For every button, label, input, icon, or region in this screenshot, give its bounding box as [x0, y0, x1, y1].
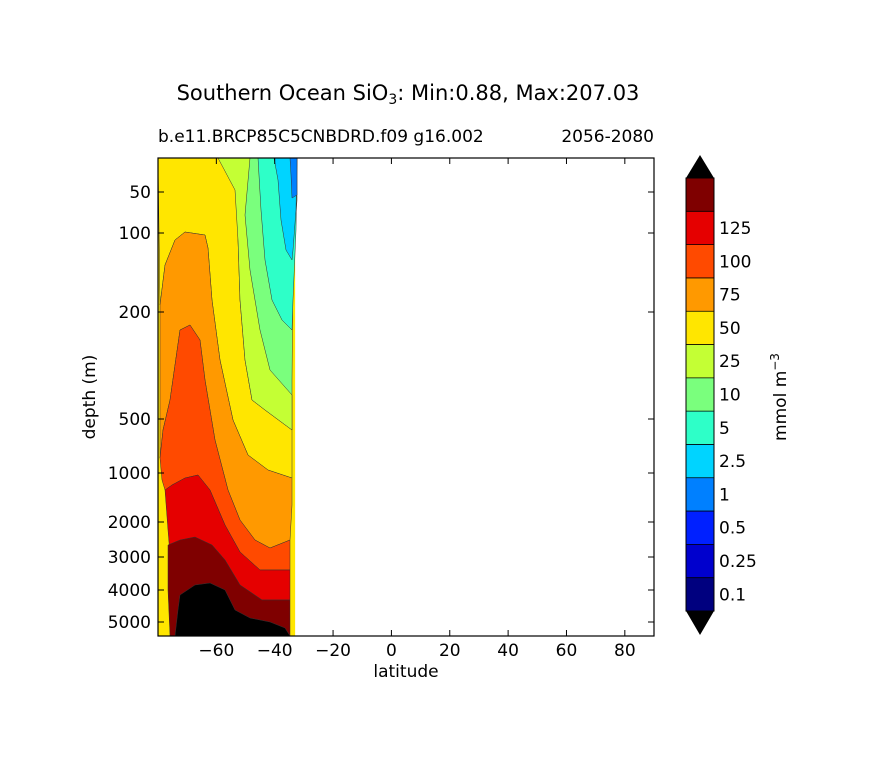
colorbar-frame	[685, 177, 715, 612]
y-tick-label: 3000	[108, 548, 151, 568]
y-tick-label: 4000	[108, 581, 151, 601]
x-tick-label: −40	[257, 641, 293, 661]
plot-frame	[157, 157, 655, 637]
plot-area: −60 −40 −20 0 20 40 60 80 50 100 200 500 1000 2000 30…	[80, 157, 655, 682]
contour-fill	[158, 158, 298, 636]
contour-band	[217, 158, 293, 431]
colorbar-swatch	[686, 311, 714, 345]
x-tick-label: 60	[556, 641, 578, 661]
colorbar-tick-label: 125	[719, 219, 751, 239]
x-tick-label: 80	[614, 641, 636, 661]
colorbar-swatch	[686, 544, 714, 578]
x-tick-label: 0	[386, 641, 397, 661]
chart-subtitle-left: b.e11.BRCP85C5CNBDRD.f09 g16.002	[158, 127, 484, 147]
colorbar-label: mmol m−3	[768, 353, 791, 441]
chart-title: Southern Ocean SiO3: Min:0.88, Max:207.0…	[177, 81, 640, 108]
x-tick-label: 40	[497, 641, 519, 661]
colorbar-tick-label: 10	[719, 386, 741, 406]
colorbar-extend-top	[686, 155, 714, 178]
y-tick-label: 1000	[108, 464, 151, 484]
chart-subtitle-right: 2056-2080	[561, 127, 654, 147]
x-axis-label: latitude	[373, 662, 438, 682]
colorbar-swatch	[686, 344, 714, 378]
colorbar-swatch	[686, 244, 714, 278]
x-tick-label: 20	[439, 641, 461, 661]
colorbar-tick-label: 0.1	[719, 585, 746, 605]
y-axis: 50 100 200 500 1000 2000 3000 4000 5000	[108, 183, 654, 633]
colorbar: 0.1 0.25 0.5 1 2.5 5 10 25 50 75 100 125	[685, 155, 757, 635]
x-tick-label: −60	[198, 641, 234, 661]
colorbar-tick-label: 1	[719, 485, 730, 505]
colorbar-swatch	[686, 444, 714, 478]
colorbar-tick-label: 0.5	[719, 519, 746, 539]
colorbar-swatch	[686, 577, 714, 611]
contour-band	[289, 158, 298, 199]
colorbar-tick-label: 0.25	[719, 552, 757, 572]
colorbar-swatch	[686, 411, 714, 445]
colorbar-tick-label: 75	[719, 286, 741, 306]
y-tick-label: 2000	[108, 513, 151, 533]
colorbar-swatch	[686, 511, 714, 545]
colorbar-tick-label: 50	[719, 319, 741, 339]
colorbar-extend-bottom	[686, 611, 714, 635]
x-axis: −60 −40 −20 0 20 40 60 80	[198, 158, 636, 661]
y-tick-label: 200	[119, 303, 151, 323]
x-tick-label: −20	[315, 641, 351, 661]
y-tick-label: 100	[119, 224, 151, 244]
y-tick-label: 50	[129, 183, 151, 203]
y-tick-label: 5000	[108, 613, 151, 633]
y-tick-label: 500	[119, 410, 151, 430]
colorbar-tick-label: 5	[719, 419, 730, 439]
colorbar-swatch	[686, 178, 714, 212]
colorbar-tick-label: 100	[719, 252, 751, 272]
colorbar-swatch	[686, 377, 714, 412]
colorbar-swatch	[686, 277, 714, 312]
colorbar-swatch	[686, 211, 714, 245]
y-axis-label: depth (m)	[80, 355, 100, 440]
colorbar-swatch	[686, 477, 714, 512]
contour-band	[174, 582, 291, 636]
colorbar-tick-label: 25	[719, 352, 741, 372]
colorbar-tick-label: 2.5	[719, 452, 746, 472]
